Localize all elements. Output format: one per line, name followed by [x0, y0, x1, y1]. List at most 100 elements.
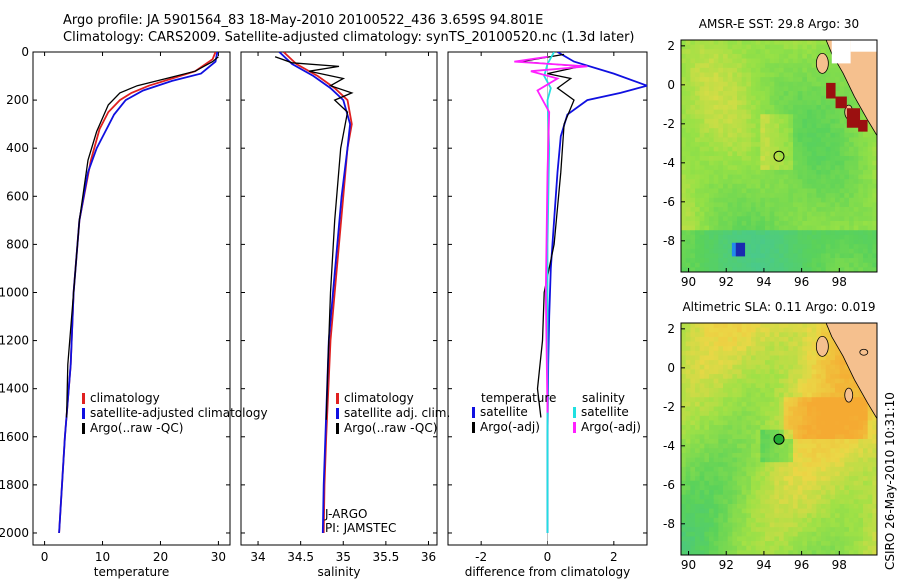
map-cell	[746, 527, 752, 533]
map-cell	[872, 541, 878, 547]
map-cell	[821, 364, 827, 370]
map-cell	[765, 522, 771, 528]
map-cell	[699, 44, 705, 50]
map-cell	[723, 132, 729, 138]
map-cell	[755, 508, 761, 514]
map-cell	[741, 332, 747, 338]
map-cell	[774, 49, 780, 55]
map-cell	[741, 411, 747, 417]
map-cell	[760, 262, 766, 268]
map-cell	[853, 392, 859, 398]
map-cell	[695, 531, 701, 537]
map-cell	[811, 457, 817, 463]
map-cell	[751, 513, 757, 519]
map-cell	[872, 174, 878, 180]
map-cell	[816, 248, 822, 254]
x-tick-label: 10	[95, 550, 110, 564]
map-cell	[849, 476, 855, 482]
map-cell	[816, 429, 822, 435]
map-cell	[830, 383, 836, 389]
map-cell	[737, 63, 743, 69]
map-cell	[746, 392, 752, 398]
map-cell	[723, 244, 729, 250]
map-cell	[727, 406, 733, 412]
map-cell	[858, 216, 864, 222]
map-cell	[788, 169, 794, 175]
map-cell	[811, 332, 817, 338]
map-cell	[699, 401, 705, 407]
map-cell	[704, 536, 710, 542]
map-cell	[853, 132, 859, 138]
map-cell	[774, 341, 780, 347]
map-cell	[690, 550, 696, 556]
map-cell	[779, 480, 785, 486]
map-cell	[807, 202, 813, 208]
map-cell	[718, 476, 724, 482]
map-cell	[774, 211, 780, 217]
map-cell	[732, 517, 738, 523]
map-cell	[723, 485, 729, 491]
map-cell	[755, 179, 761, 185]
map-cell	[774, 415, 780, 421]
map-cell	[807, 72, 813, 78]
map-cell	[709, 466, 715, 472]
map-cell	[774, 58, 780, 64]
map-cell	[797, 466, 803, 472]
map-cell	[732, 545, 738, 551]
map-cell	[783, 480, 789, 486]
map-cell	[723, 207, 729, 213]
map-cell	[821, 411, 827, 417]
map-cell	[755, 49, 761, 55]
map-cell	[741, 341, 747, 347]
map-cell	[783, 346, 789, 352]
map-cell	[830, 174, 836, 180]
map-cell	[849, 128, 855, 134]
map-cell	[709, 452, 715, 458]
map-cell	[732, 494, 738, 500]
map-cell	[863, 262, 869, 268]
map-cell	[816, 49, 822, 55]
map-cell	[737, 53, 743, 59]
map-cell	[727, 211, 733, 217]
map-cell	[713, 457, 719, 463]
map-cell	[769, 541, 775, 547]
map-cell	[807, 471, 813, 477]
map-cell	[839, 425, 845, 431]
map-cell	[788, 503, 794, 509]
map-cell	[774, 132, 780, 138]
map-cell	[695, 137, 701, 143]
map-cell	[681, 541, 687, 547]
map-cell	[713, 439, 719, 445]
map-cell	[811, 378, 817, 384]
map-cell	[751, 360, 757, 366]
map-cell	[863, 448, 869, 454]
map-cell	[816, 462, 822, 468]
map-cell	[835, 494, 841, 500]
map-cell	[793, 230, 799, 236]
map-cell	[811, 216, 817, 222]
map-cell	[793, 332, 799, 338]
map-cell	[816, 457, 822, 463]
map-cell	[699, 137, 705, 143]
map-cell	[699, 513, 705, 519]
map-cell	[732, 415, 738, 421]
map-cell	[746, 146, 752, 152]
map-cell	[853, 383, 859, 389]
map-cell	[713, 476, 719, 482]
map-cell	[816, 425, 822, 431]
map-cell	[741, 109, 747, 115]
map-cell	[765, 392, 771, 398]
map-cell	[807, 466, 813, 472]
map-cell	[755, 72, 761, 78]
map-cell	[835, 230, 841, 236]
map-cell	[779, 429, 785, 435]
map-cell	[709, 216, 715, 222]
map-cell	[811, 81, 817, 87]
map-cell	[853, 513, 859, 519]
map-cell	[741, 346, 747, 352]
map-cell	[811, 53, 817, 59]
map-cell	[783, 415, 789, 421]
map-cell	[751, 383, 757, 389]
map-cell	[699, 118, 705, 124]
land-nias-island	[815, 335, 829, 357]
